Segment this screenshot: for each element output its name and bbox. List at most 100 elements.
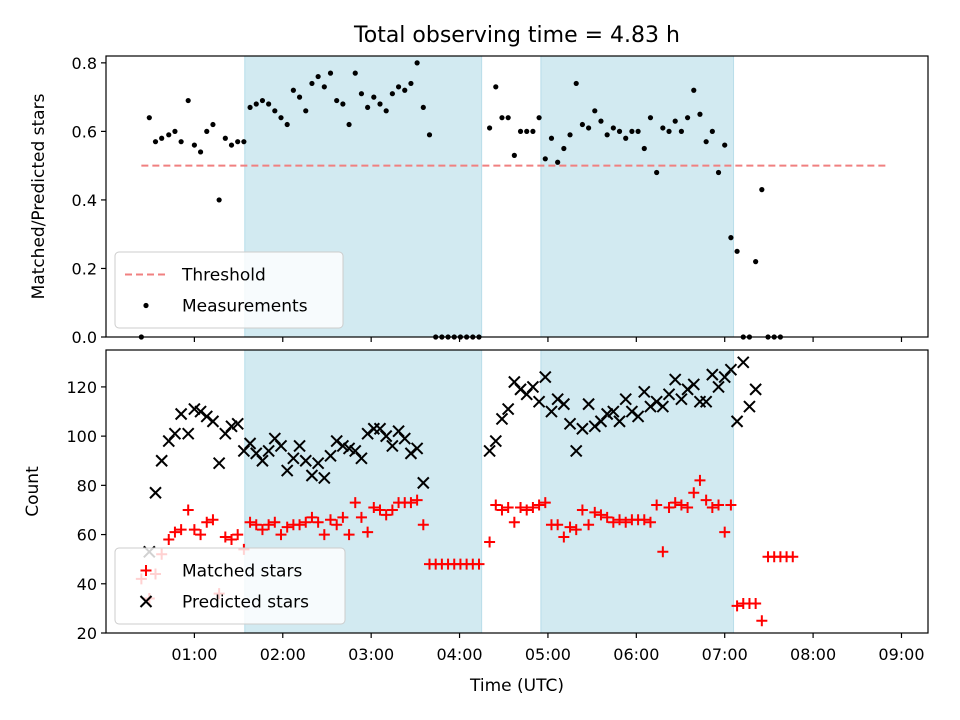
data-point bbox=[517, 128, 524, 134]
data-point bbox=[656, 400, 670, 413]
data-point bbox=[623, 135, 629, 141]
data-point bbox=[662, 388, 676, 401]
data-point bbox=[311, 456, 325, 470]
data-point bbox=[743, 400, 756, 413]
data-point bbox=[552, 519, 564, 531]
data-point bbox=[570, 444, 583, 458]
x-tick-label: 08:00 bbox=[790, 645, 836, 664]
data-point bbox=[573, 80, 579, 87]
data-point bbox=[293, 439, 306, 453]
data-point bbox=[592, 108, 598, 114]
data-point bbox=[545, 405, 558, 418]
data-point bbox=[169, 526, 181, 538]
y-tick-label: 100 bbox=[66, 427, 97, 446]
data-point bbox=[309, 80, 315, 87]
data-point bbox=[380, 509, 392, 521]
data-point bbox=[410, 442, 424, 455]
x-axis-label: Time (UTC) bbox=[469, 676, 564, 696]
data-point bbox=[620, 516, 632, 528]
data-point bbox=[241, 139, 247, 145]
data-point bbox=[235, 139, 241, 145]
data-point bbox=[365, 104, 371, 111]
data-point bbox=[651, 499, 663, 511]
data-point bbox=[713, 499, 725, 511]
y-tick-label: 0.2 bbox=[72, 259, 97, 278]
y-tick-label: 80 bbox=[77, 476, 97, 495]
data-point bbox=[259, 97, 266, 104]
data-point bbox=[325, 514, 337, 526]
data-point bbox=[182, 504, 194, 516]
data-point bbox=[567, 132, 573, 138]
data-point bbox=[496, 504, 508, 516]
data-point bbox=[501, 402, 515, 416]
data-point bbox=[206, 415, 220, 428]
data-point bbox=[247, 104, 253, 111]
data-point bbox=[700, 494, 712, 506]
data-point bbox=[483, 444, 496, 458]
data-point bbox=[275, 529, 287, 541]
data-point bbox=[331, 519, 343, 531]
data-point bbox=[532, 395, 546, 408]
data-point bbox=[315, 73, 321, 80]
data-point bbox=[232, 529, 244, 541]
data-point bbox=[694, 474, 706, 486]
data-point bbox=[631, 410, 645, 423]
data-point bbox=[604, 132, 610, 138]
data-point bbox=[706, 368, 719, 381]
data-point bbox=[654, 169, 660, 176]
data-point bbox=[511, 152, 517, 158]
data-point bbox=[318, 529, 330, 541]
data-point bbox=[163, 533, 175, 545]
data-point bbox=[539, 370, 552, 384]
data-point bbox=[644, 516, 656, 528]
x-tick-label: 04:00 bbox=[436, 645, 482, 664]
data-point bbox=[533, 499, 545, 511]
data-point bbox=[489, 434, 502, 448]
data-point bbox=[250, 519, 262, 531]
data-point bbox=[185, 97, 191, 104]
y-tick-label: 40 bbox=[77, 575, 97, 594]
data-point bbox=[688, 487, 700, 499]
series-predicted-stars bbox=[143, 356, 762, 558]
data-point bbox=[539, 497, 551, 509]
legend: Threshold Measurements bbox=[114, 251, 344, 329]
legend-box bbox=[114, 251, 344, 329]
data-point bbox=[715, 169, 722, 176]
data-point bbox=[318, 471, 331, 485]
data-point bbox=[687, 378, 700, 391]
data-point bbox=[181, 427, 195, 440]
data-point bbox=[374, 504, 386, 516]
data-point bbox=[484, 536, 496, 548]
legend-marker bbox=[143, 302, 149, 309]
data-point bbox=[490, 499, 502, 511]
axes-frame bbox=[105, 55, 929, 338]
data-point bbox=[579, 121, 586, 128]
data-point bbox=[389, 91, 395, 97]
data-point bbox=[728, 235, 734, 241]
y-tick-label: 20 bbox=[77, 624, 97, 643]
data-point bbox=[638, 514, 650, 526]
data-point bbox=[201, 516, 213, 528]
x-tick-label: 02:00 bbox=[260, 645, 306, 664]
data-point bbox=[712, 380, 725, 394]
data-point bbox=[420, 104, 426, 111]
data-point bbox=[614, 514, 626, 526]
data-point bbox=[219, 531, 231, 543]
data-point bbox=[243, 437, 257, 450]
data-point bbox=[691, 87, 697, 93]
panel-counts: 20 40 60 80 100 120 01:00 02:00 03:00 04:00 05:00 0… bbox=[23, 349, 929, 664]
legend-box bbox=[114, 547, 346, 625]
data-point bbox=[379, 429, 393, 443]
data-point bbox=[212, 456, 226, 470]
axes-frame bbox=[105, 349, 929, 634]
data-point bbox=[408, 80, 414, 87]
data-point bbox=[558, 531, 570, 543]
data-point bbox=[598, 118, 604, 124]
panel-ratio: 0.0 0.2 0.4 0.6 0.8 Matched/Predicted stars Th… bbox=[29, 54, 929, 347]
data-point bbox=[256, 524, 268, 536]
data-point bbox=[669, 373, 682, 386]
data-point bbox=[570, 524, 582, 536]
data-point bbox=[386, 504, 398, 516]
data-point bbox=[521, 504, 533, 516]
data-point bbox=[576, 504, 588, 516]
